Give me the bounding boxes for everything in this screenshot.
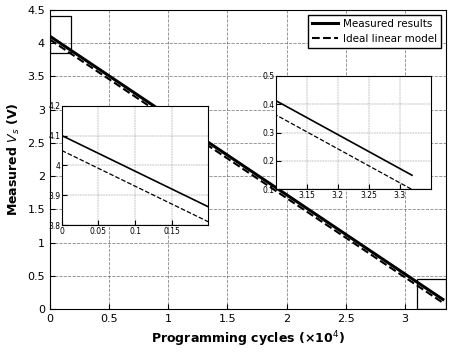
X-axis label: Programming cycles (×10$^4$): Programming cycles (×10$^4$) <box>151 330 344 349</box>
Bar <box>416 279 446 310</box>
Y-axis label: Measured $V_s$ (V): Measured $V_s$ (V) <box>5 103 22 216</box>
Legend: Measured results, Ideal linear model: Measured results, Ideal linear model <box>307 15 440 48</box>
Bar <box>50 16 71 53</box>
